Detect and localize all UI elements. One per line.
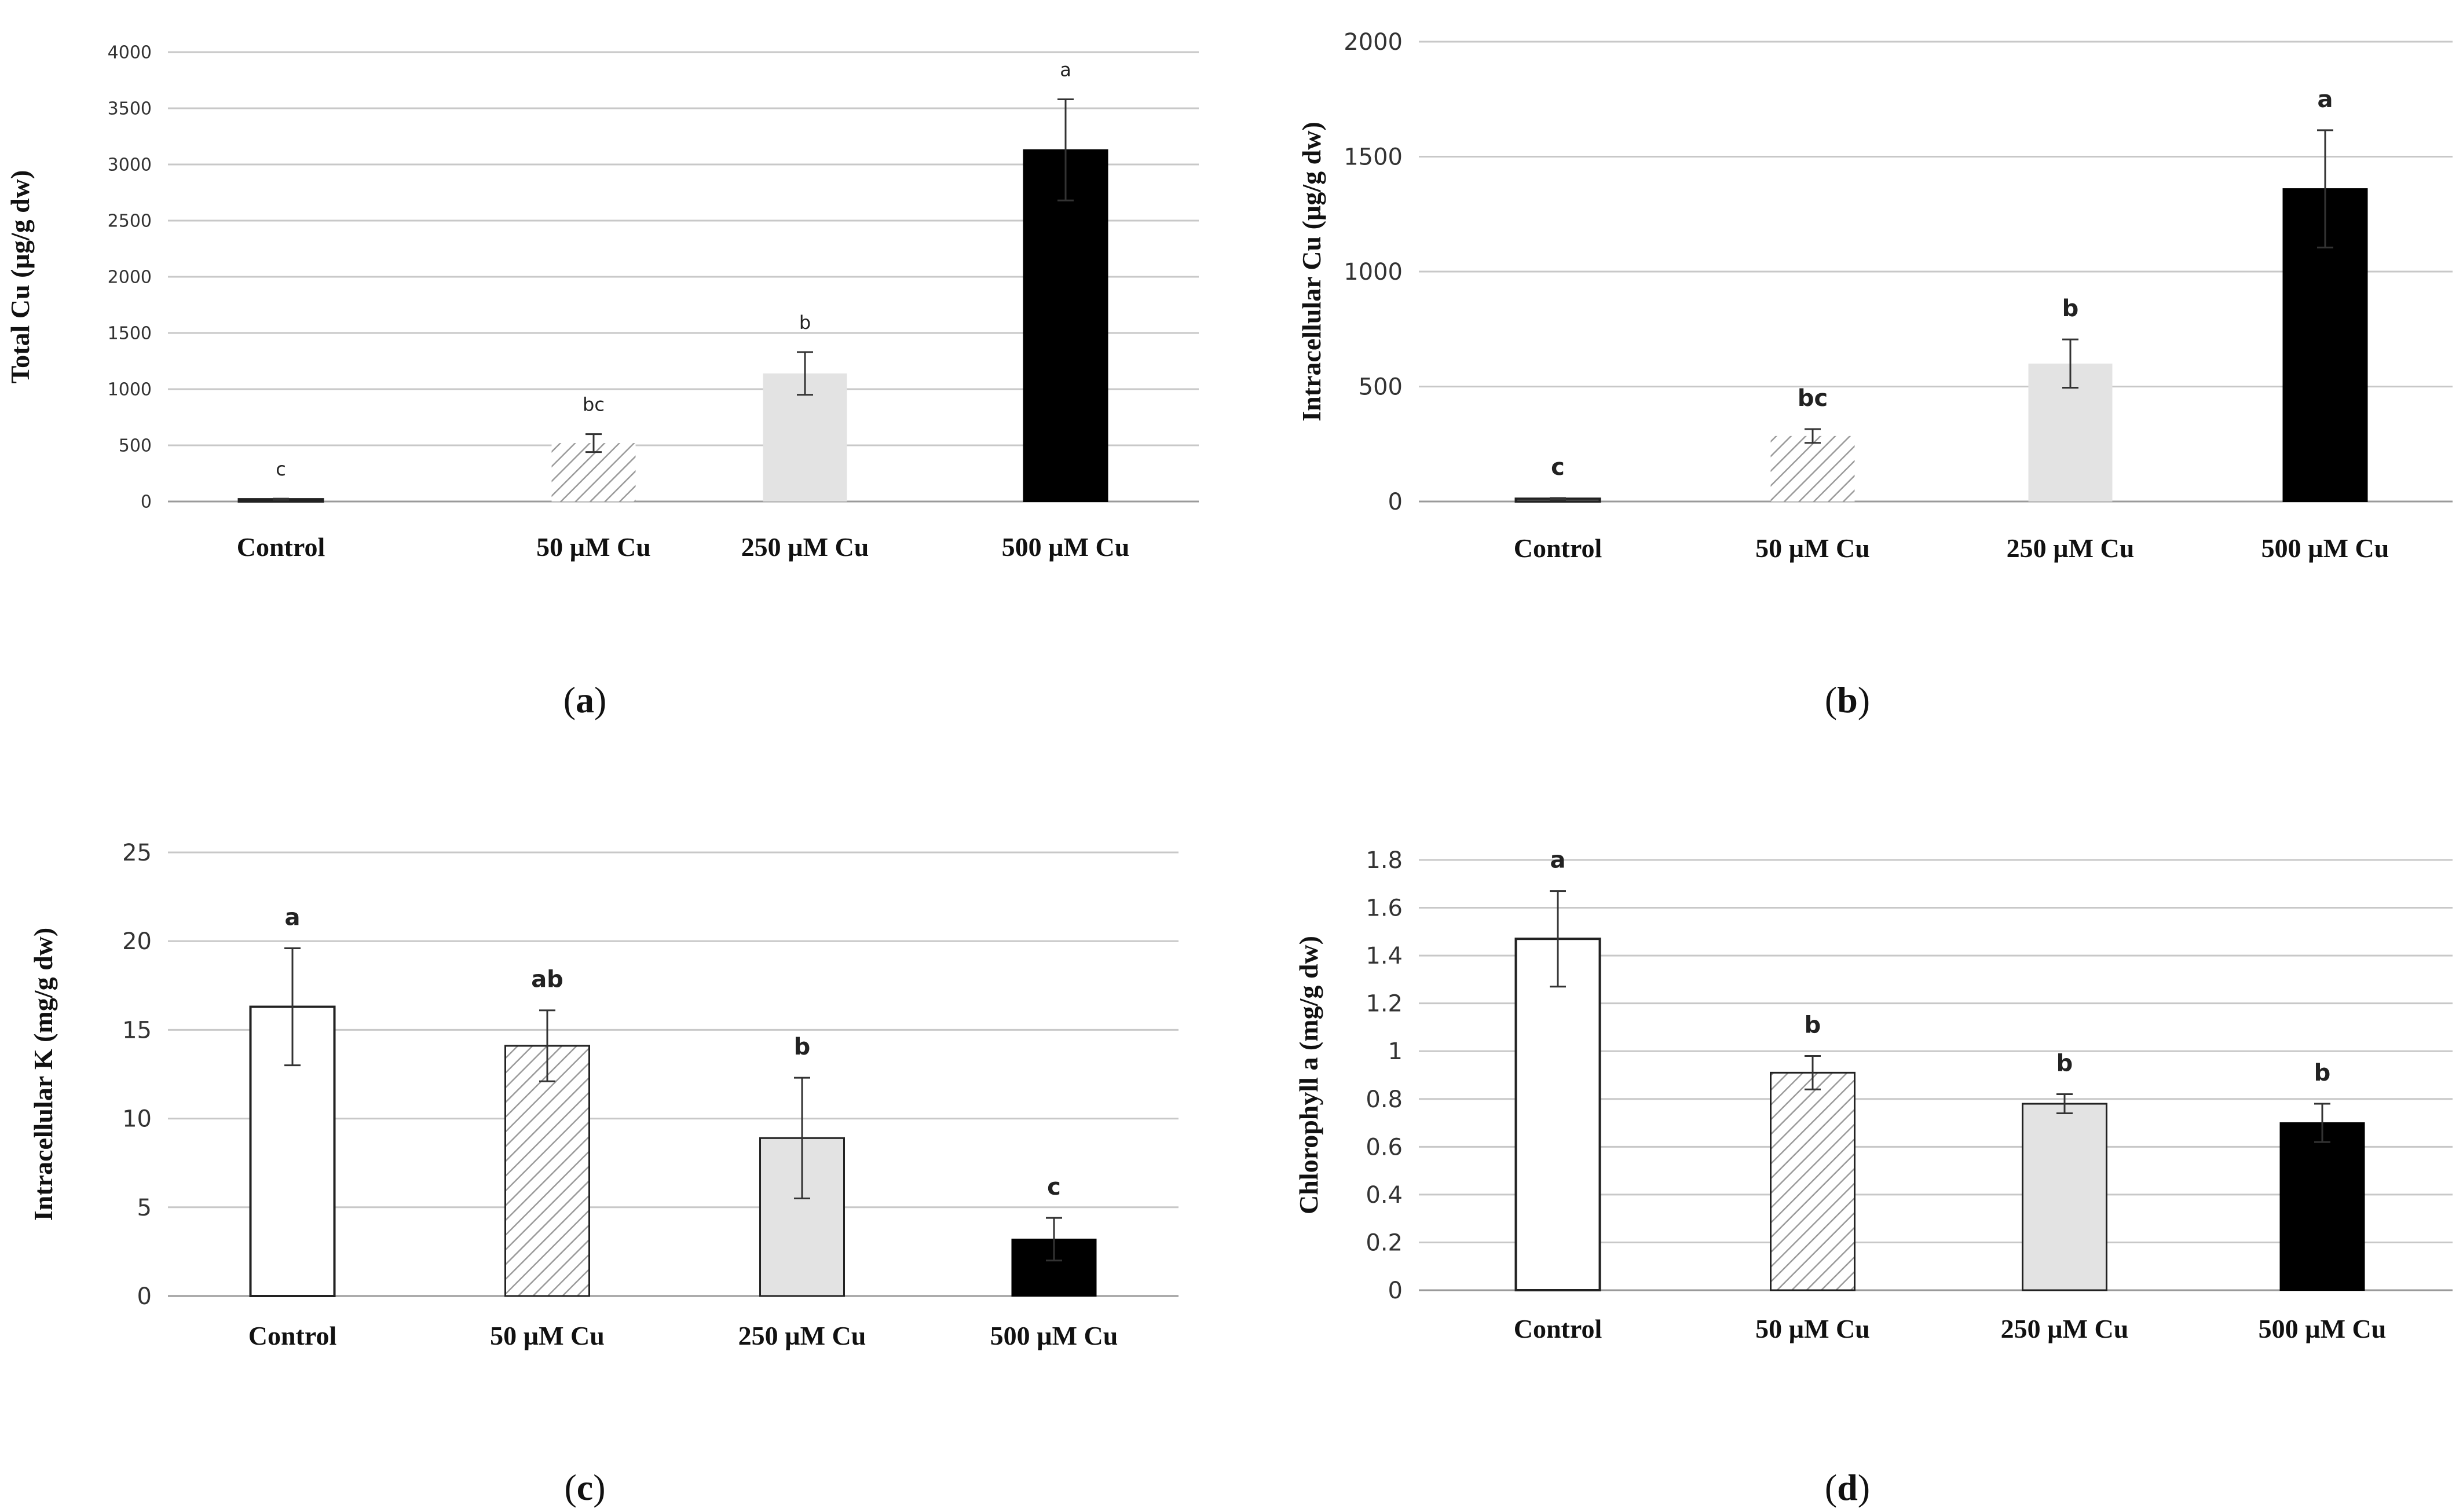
significance-letter-50um-cu: ab (531, 966, 563, 993)
panel-b-intracellular-cu-chart: 0 500 1000 1500 2000 Intracellular Cu (µg/g d… (1297, 29, 2453, 720)
significance-letter-250um-cu: b (2062, 295, 2079, 322)
significance-letter-control: a (1550, 847, 1566, 874)
y-tick-label: 0.8 (1366, 1086, 1403, 1113)
caption-paren-open: ( (564, 1467, 576, 1508)
y-tick-label: 0.4 (1366, 1182, 1403, 1209)
category-label-250um-cu: 250 µM Cu (2007, 533, 2135, 563)
category-label-250um-cu: 250 µM Cu (2001, 1314, 2129, 1343)
y-tick-label: 4000 (108, 43, 152, 63)
caption-paren-close: ) (1858, 1467, 1870, 1508)
y-tick-label: 25 (122, 840, 152, 866)
caption-letter: a (576, 679, 594, 720)
y-tick-label: 0.6 (1366, 1134, 1403, 1160)
y-axis-label: Total Cu (µg/g dw) (5, 170, 35, 384)
caption-paren-close: ) (594, 679, 606, 720)
category-label-50um-cu: 50 µM Cu (1755, 533, 1870, 563)
caption-letter: c (577, 1467, 593, 1508)
y-tick-label: 0 (137, 1283, 152, 1310)
panel-caption: (a) (563, 679, 607, 720)
category-label-250um-cu: 250 µM Cu (741, 532, 869, 562)
panel-caption: (c) (564, 1467, 605, 1508)
y-axis-label: Intracellular K (mg/g dw) (28, 928, 58, 1221)
caption-letter: d (1837, 1467, 1858, 1508)
y-tick-label: 500 (1359, 374, 1403, 401)
y-tick-label: 1500 (1344, 144, 1403, 171)
caption-paren-close: ) (593, 1467, 605, 1508)
bar-50um-cu (1770, 1071, 1856, 1291)
bar-500um-cu (2279, 1122, 2365, 1291)
y-tick-label: 500 (119, 436, 152, 456)
panel-a-total-cu-chart: 0 500 1000 1500 2000 2500 3000 3500 4000 Total Cu… (5, 43, 1199, 720)
bar-50um-cu (504, 1045, 590, 1297)
y-tick-label: 0.2 (1366, 1229, 1403, 1256)
y-tick-label: 1000 (108, 380, 152, 400)
y-tick-label: 1500 (108, 324, 152, 344)
significance-letter-50um-cu: bc (583, 394, 605, 416)
y-tick-label: 1.4 (1366, 943, 1403, 969)
significance-letter-500um-cu: b (2314, 1060, 2331, 1086)
significance-letter-500um-cu: a (2318, 86, 2333, 113)
y-tick-label: 1.8 (1366, 847, 1403, 874)
category-label-500um-cu: 500 µM Cu (2259, 1314, 2387, 1343)
bar-control (1514, 938, 1601, 1291)
significance-letter-50um-cu: bc (1798, 385, 1828, 412)
caption-paren-open: ( (1825, 679, 1837, 720)
category-label-250um-cu: 250 µM Cu (738, 1321, 866, 1350)
category-label-control: Control (1514, 533, 1602, 563)
y-tick-label: 3000 (108, 155, 152, 175)
significance-letter-control: c (276, 458, 286, 480)
significance-letter-500um-cu: a (1060, 58, 1071, 80)
y-tick-label: 5 (137, 1195, 152, 1221)
significance-letter-control: a (285, 904, 301, 931)
bar-250um-cu (2022, 1103, 2107, 1291)
significance-letter-250um-cu: b (2056, 1050, 2073, 1077)
category-label-control: Control (237, 532, 325, 562)
panel-d-chlorophyll-a-chart: 0 0.2 0.4 0.6 0.8 1 1.2 1.4 1.6 1.8 Chlorophyll a … (1294, 847, 2453, 1508)
y-axis-label: Chlorophyll a (mg/g dw) (1294, 936, 1323, 1214)
y-tick-label: 1000 (1344, 259, 1403, 285)
y-tick-label: 3500 (108, 99, 152, 119)
significance-letter-250um-cu: b (794, 1034, 811, 1060)
y-tick-label: 10 (122, 1106, 152, 1133)
panel-c-intracellular-k-chart: 0 5 10 15 20 25 Intracellular K (mg/g dw) a Cont… (28, 840, 1179, 1508)
significance-letter-50um-cu: b (1805, 1012, 1821, 1038)
significance-letter-control: c (1551, 454, 1565, 481)
category-label-50um-cu: 50 µM Cu (490, 1321, 605, 1350)
category-label-50um-cu: 50 µM Cu (536, 532, 651, 562)
category-label-control: Control (1514, 1314, 1602, 1343)
y-tick-label: 1.2 (1366, 991, 1403, 1017)
y-tick-label: 0 (141, 492, 152, 512)
category-label-500um-cu: 500 µM Cu (2261, 533, 2389, 563)
y-tick-label: 2000 (108, 268, 152, 288)
y-tick-label: 2000 (1344, 29, 1403, 56)
caption-paren-open: ( (1825, 1467, 1837, 1508)
y-tick-label: 1 (1388, 1038, 1403, 1065)
bar-50um-cu (1770, 435, 1855, 501)
significance-letter-250um-cu: b (799, 312, 811, 334)
y-axis-label: Intracellular Cu (µg/g dw) (1297, 122, 1326, 422)
caption-paren-open: ( (563, 679, 576, 720)
y-tick-label: 0 (1388, 489, 1403, 515)
y-tick-label: 2500 (108, 211, 152, 232)
category-label-50um-cu: 50 µM Cu (1755, 1314, 1870, 1343)
category-label-500um-cu: 500 µM Cu (1002, 532, 1130, 562)
panel-caption: (b) (1825, 679, 1870, 720)
panel-caption: (d) (1825, 1467, 1870, 1508)
bar-500um-cu (1023, 149, 1108, 502)
significance-letter-500um-cu: c (1047, 1174, 1061, 1200)
category-label-500um-cu: 500 µM Cu (990, 1321, 1118, 1350)
caption-letter: b (1837, 679, 1858, 720)
y-tick-label: 15 (122, 1017, 152, 1044)
y-tick-label: 20 (122, 928, 152, 955)
category-label-control: Control (248, 1321, 337, 1350)
y-tick-label: 0 (1388, 1277, 1403, 1304)
caption-paren-close: ) (1858, 679, 1870, 720)
y-tick-label: 1.6 (1366, 895, 1403, 922)
